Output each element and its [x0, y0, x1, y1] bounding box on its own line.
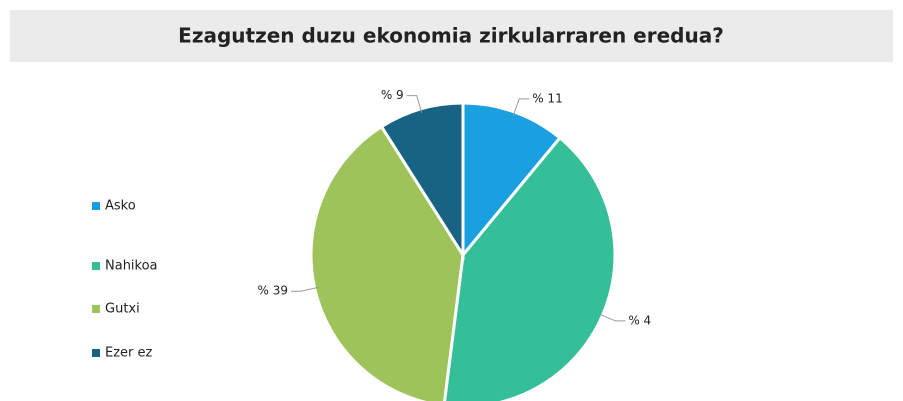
legend-label: Ezer ez	[105, 346, 153, 361]
legend-swatch	[92, 262, 100, 270]
legend-label: Nahikoa	[105, 259, 158, 274]
legend-swatch	[92, 202, 100, 210]
legend-label: Gutxi	[105, 302, 140, 317]
data-label: % 9	[381, 88, 404, 102]
title-band	[10, 10, 893, 62]
leader-line	[406, 95, 423, 114]
leader-line	[512, 98, 530, 116]
legend-label: Asko	[105, 199, 136, 214]
data-label: % 39	[257, 284, 288, 298]
chart-title: Ezagutzen duzu ekonomia zirkularraren er…	[178, 24, 724, 48]
data-label: % 4	[628, 313, 651, 327]
data-label: % 11	[532, 91, 563, 105]
leader-line	[598, 313, 626, 322]
legend-swatch	[92, 305, 100, 313]
leader-line	[290, 286, 319, 292]
legend-swatch	[92, 349, 100, 357]
